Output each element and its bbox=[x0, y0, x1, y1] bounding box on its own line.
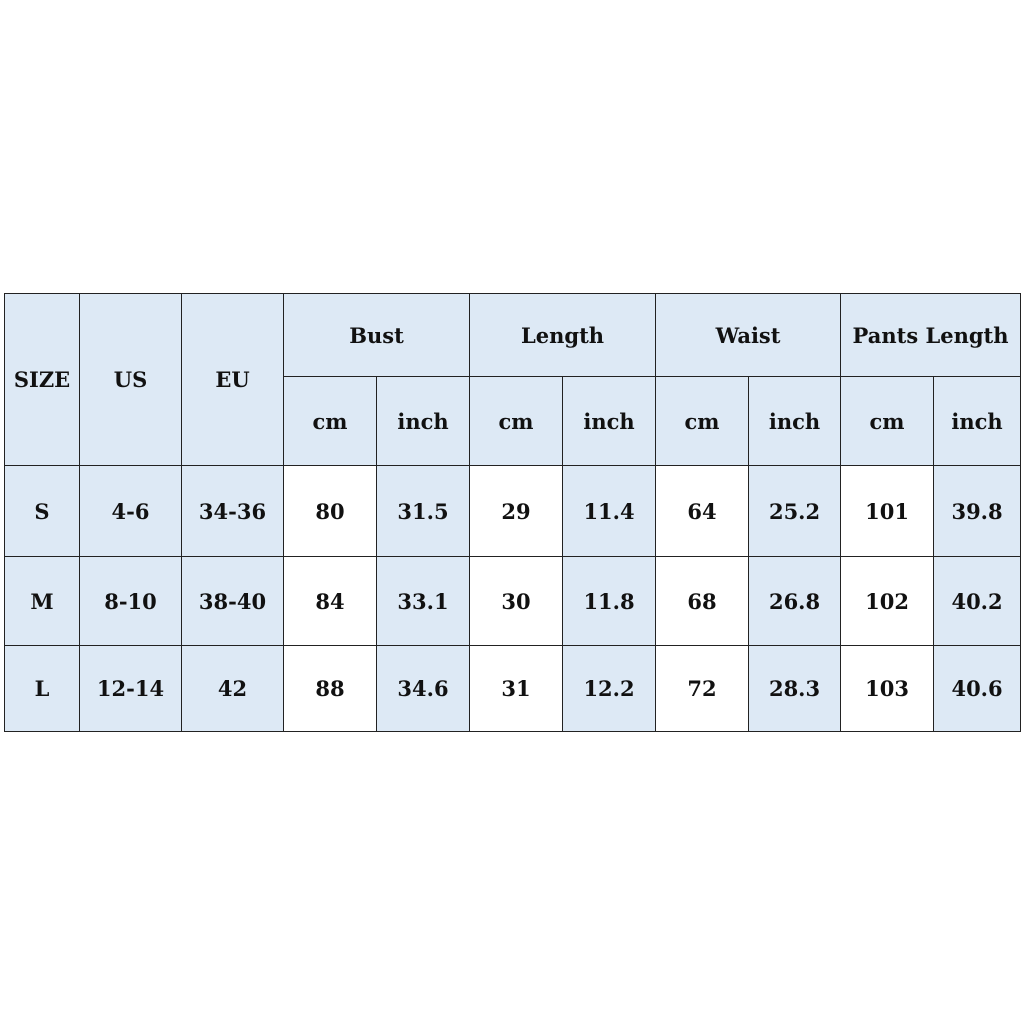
cell-inch: 34.6 bbox=[375, 645, 471, 732]
header-row-groups: SIZE US EU Bust Length Waist Pants Lengt… bbox=[4, 293, 1022, 466]
cell-cm: 68 bbox=[655, 556, 750, 646]
header-us: US bbox=[79, 293, 182, 466]
cell-inch: 25.2 bbox=[748, 465, 842, 557]
cell-cm: 88 bbox=[283, 645, 377, 732]
table-row: M 8-10 38-40 84 33.1 30 11.8 68 26.8 102 40.2 bbox=[4, 556, 1022, 646]
unit-inch: inch bbox=[375, 376, 471, 466]
cell-cm: 84 bbox=[283, 556, 377, 646]
cell-inch: 26.8 bbox=[748, 556, 842, 646]
header-pants-length: Pants Length bbox=[840, 293, 1022, 377]
unit-cm: cm bbox=[655, 376, 750, 466]
cell-cm: 102 bbox=[840, 556, 935, 646]
cell-size: M bbox=[4, 556, 80, 646]
cell-us: 12-14 bbox=[79, 645, 182, 732]
table-row: S 4-6 34-36 80 31.5 29 11.4 64 25.2 101 39.8 bbox=[4, 465, 1022, 557]
cell-us: 4-6 bbox=[79, 465, 182, 557]
cell-us: 8-10 bbox=[79, 556, 182, 646]
unit-inch: inch bbox=[933, 376, 1022, 466]
size-chart-table: SIZE US EU Bust Length Waist Pants Lengt… bbox=[4, 293, 1022, 732]
cell-cm: 80 bbox=[283, 465, 377, 557]
cell-cm: 30 bbox=[469, 556, 564, 646]
cell-cm: 101 bbox=[840, 465, 935, 557]
unit-inch: inch bbox=[562, 376, 657, 466]
unit-inch: inch bbox=[748, 376, 842, 466]
header-row-units: cm inch cm inch cm inch cm inch bbox=[5, 376, 1022, 466]
header-size: SIZE bbox=[4, 293, 80, 466]
unit-cm: cm bbox=[840, 376, 935, 466]
cell-inch: 11.4 bbox=[562, 465, 657, 557]
cell-inch: 40.6 bbox=[933, 645, 1022, 732]
cell-inch: 11.8 bbox=[562, 556, 657, 646]
cell-inch: 28.3 bbox=[748, 645, 842, 732]
cell-eu: 42 bbox=[181, 645, 284, 732]
cell-cm: 72 bbox=[655, 645, 750, 732]
cell-cm: 31 bbox=[469, 645, 564, 732]
header-waist: Waist bbox=[655, 293, 842, 377]
cell-eu: 38-40 bbox=[181, 556, 284, 646]
header-bust: Bust bbox=[282, 293, 471, 377]
cell-inch: 39.8 bbox=[933, 465, 1022, 557]
unit-cm: cm bbox=[283, 376, 377, 466]
cell-eu: 34-36 bbox=[181, 465, 284, 557]
cell-size: L bbox=[4, 645, 80, 732]
header-eu: EU bbox=[181, 293, 284, 466]
table-row: L 12-14 42 88 34.6 31 12.2 72 28.3 103 40.6 bbox=[4, 645, 1022, 732]
cell-inch: 31.5 bbox=[375, 465, 471, 557]
cell-inch: 33.1 bbox=[375, 556, 471, 646]
cell-cm: 29 bbox=[469, 465, 564, 557]
cell-inch: 12.2 bbox=[562, 645, 657, 732]
cell-inch: 40.2 bbox=[933, 556, 1022, 646]
cell-size: S bbox=[4, 465, 80, 557]
cell-cm: 64 bbox=[655, 465, 750, 557]
header-length: Length bbox=[469, 293, 657, 377]
unit-cm: cm bbox=[469, 376, 564, 466]
cell-cm: 103 bbox=[840, 645, 935, 732]
